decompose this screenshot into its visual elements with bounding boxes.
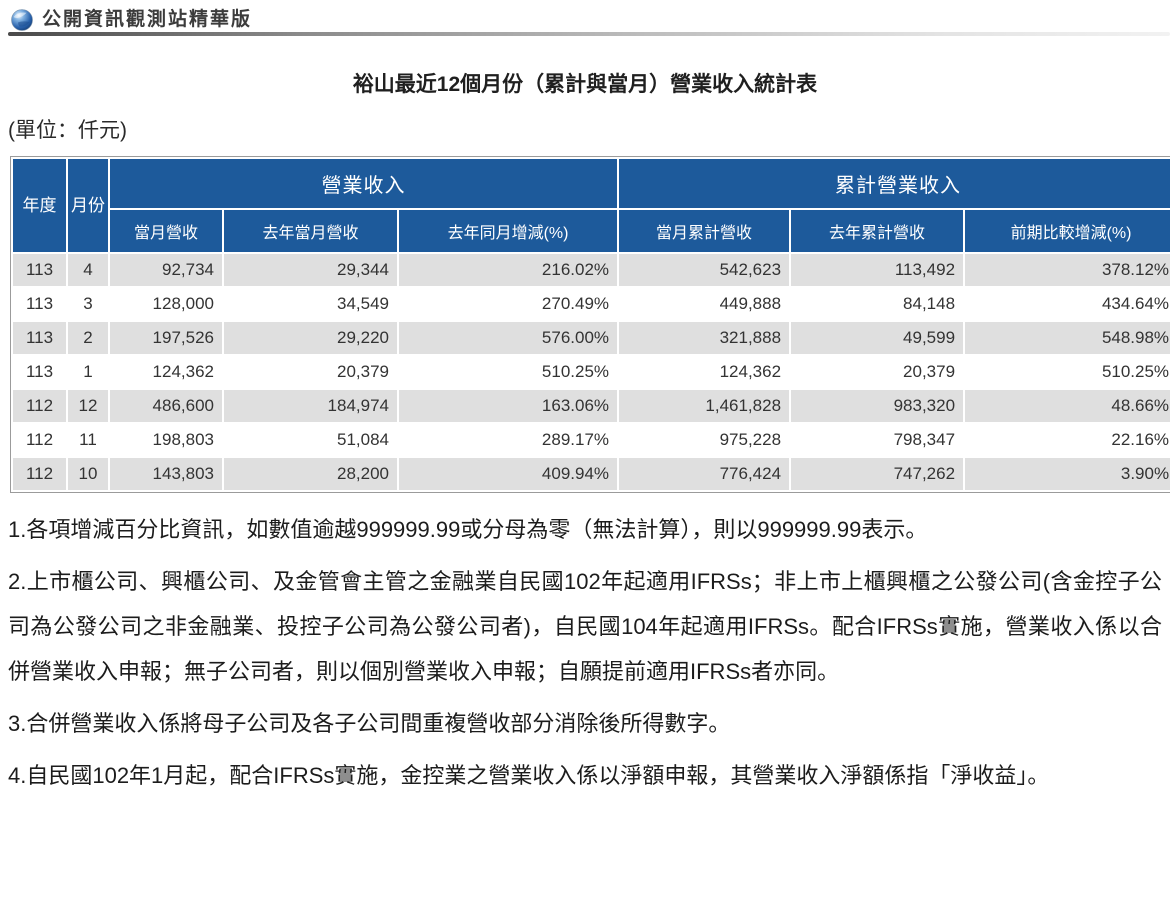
col-header-yoy-change: 去年同月增減(%): [399, 210, 618, 252]
cell-last_cum: 983,320: [791, 390, 964, 422]
cell-yoy: 576.00%: [399, 322, 618, 354]
cell-period: 378.12%: [965, 254, 1170, 286]
table-row: 112 10 143,803 28,200 409.94% 776,424 747,262 3…: [13, 458, 1170, 490]
cell-current: 197,526: [110, 322, 222, 354]
revenue-table-container: 年度 月份 營業收入 累計營業收入 當月營收 去年當月營收 去年同月增減(%) …: [0, 156, 1170, 493]
revenue-table: 年度 月份 營業收入 累計營業收入 當月營收 去年當月營收 去年同月增減(%) …: [10, 156, 1170, 493]
cell-year: 113: [13, 288, 66, 320]
cell-last_year: 20,379: [224, 356, 397, 388]
cell-month: 4: [68, 254, 108, 286]
report-title: 裕山最近12個月份（累計與當月）營業收入統計表: [352, 73, 818, 96]
footnotes: 1.各項增減百分比資訊，如數值逾越999999.99或分母為零（無法計算），則以…: [8, 507, 1162, 798]
cell-month: 12: [68, 390, 108, 422]
cell-current: 124,362: [110, 356, 222, 388]
cell-last_cum: 798,347: [791, 424, 964, 456]
cell-yoy: 409.94%: [399, 458, 618, 490]
cell-cum: 776,424: [619, 458, 790, 490]
unit-label: (單位：仟元): [8, 119, 127, 142]
cell-current: 92,734: [110, 254, 222, 286]
cell-last_cum: 49,599: [791, 322, 964, 354]
cell-yoy: 216.02%: [399, 254, 618, 286]
cell-current: 143,803: [110, 458, 222, 490]
cell-last_year: 29,220: [224, 322, 397, 354]
cell-month: 3: [68, 288, 108, 320]
cell-last_cum: 20,379: [791, 356, 964, 388]
cell-year: 113: [13, 322, 66, 354]
header-divider: [8, 32, 1170, 36]
globe-icon: [11, 9, 33, 31]
cell-yoy: 270.49%: [399, 288, 618, 320]
col-header-last-year-cumulative: 去年累計營收: [791, 210, 964, 252]
cell-current: 486,600: [110, 390, 222, 422]
col-header-year: 年度: [13, 159, 66, 252]
cell-year: 112: [13, 458, 66, 490]
cell-cum: 449,888: [619, 288, 790, 320]
col-header-period-change: 前期比較增減(%): [965, 210, 1170, 252]
cell-current: 198,803: [110, 424, 222, 456]
cell-last_cum: 113,492: [791, 254, 964, 286]
table-row: 112 11 198,803 51,084 289.17% 975,228 798,347 2…: [13, 424, 1170, 456]
table-row: 113 1 124,362 20,379 510.25% 124,362 20,379 510…: [13, 356, 1170, 388]
site-title: 公開資訊觀測站精華版: [42, 9, 253, 31]
col-header-month: 月份: [68, 159, 108, 252]
col-header-current-cumulative: 當月累計營收: [619, 210, 790, 252]
cell-cum: 124,362: [619, 356, 790, 388]
table-header: 年度 月份 營業收入 累計營業收入 當月營收 去年當月營收 去年同月增減(%) …: [13, 159, 1170, 252]
cell-period: 434.64%: [965, 288, 1170, 320]
cell-month: 10: [68, 458, 108, 490]
cell-month: 1: [68, 356, 108, 388]
col-group-cumulative-revenue: 累計營業收入: [619, 159, 1170, 208]
cell-cum: 321,888: [619, 322, 790, 354]
footnote-4: 4.自民國102年1月起，配合IFRSs實施，金控業之營業收入係以淨額申報，其營…: [8, 763, 1050, 788]
cell-year: 112: [13, 390, 66, 422]
cell-year: 113: [13, 254, 66, 286]
cell-current: 128,000: [110, 288, 222, 320]
cell-cum: 975,228: [619, 424, 790, 456]
cell-last_cum: 84,148: [791, 288, 964, 320]
cell-month: 2: [68, 322, 108, 354]
cell-cum: 1,461,828: [619, 390, 790, 422]
cell-yoy: 163.06%: [399, 390, 618, 422]
cell-last_cum: 747,262: [791, 458, 964, 490]
cell-period: 510.25%: [965, 356, 1170, 388]
cell-year: 112: [13, 424, 66, 456]
table-body: 113 4 92,734 29,344 216.02% 542,623 113,492 378…: [13, 254, 1170, 490]
table-row: 113 3 128,000 34,549 270.49% 449,888 84,148 434…: [13, 288, 1170, 320]
cell-period: 48.66%: [965, 390, 1170, 422]
cell-year: 113: [13, 356, 66, 388]
cell-last_year: 184,974: [224, 390, 397, 422]
page: 公開資訊觀測站精華版 裕山最近12個月份（累計與當月）營業收入統計表 (單位：仟…: [0, 0, 1170, 798]
col-header-current-month-revenue: 當月營收: [110, 210, 222, 252]
footnote-2: 2.上市櫃公司、興櫃公司、及金管會主管之金融業自民國102年起適用IFRSs；非…: [8, 569, 1162, 684]
cell-month: 11: [68, 424, 108, 456]
col-header-last-year-month-revenue: 去年當月營收: [224, 210, 397, 252]
cell-yoy: 510.25%: [399, 356, 618, 388]
cell-last_year: 28,200: [224, 458, 397, 490]
cell-period: 3.90%: [965, 458, 1170, 490]
table-row: 113 4 92,734 29,344 216.02% 542,623 113,492 378…: [13, 254, 1170, 286]
cell-period: 548.98%: [965, 322, 1170, 354]
cell-last_year: 34,549: [224, 288, 397, 320]
cell-last_year: 51,084: [224, 424, 397, 456]
cell-cum: 542,623: [619, 254, 790, 286]
cell-yoy: 289.17%: [399, 424, 618, 456]
site-header: 公開資訊觀測站精華版: [0, 0, 1170, 38]
table-row: 113 2 197,526 29,220 576.00% 321,888 49,599 548…: [13, 322, 1170, 354]
footnote-1: 1.各項增減百分比資訊，如數值逾越999999.99或分母為零（無法計算），則以…: [8, 517, 928, 542]
col-group-monthly-revenue: 營業收入: [110, 159, 618, 208]
cell-last_year: 29,344: [224, 254, 397, 286]
footnote-3: 3.合併營業收入係將母子公司及各子公司間重複營收部分消除後所得數字。: [8, 711, 731, 736]
table-row: 112 12 486,600 184,974 163.06% 1,461,828 983,3…: [13, 390, 1170, 422]
cell-period: 22.16%: [965, 424, 1170, 456]
